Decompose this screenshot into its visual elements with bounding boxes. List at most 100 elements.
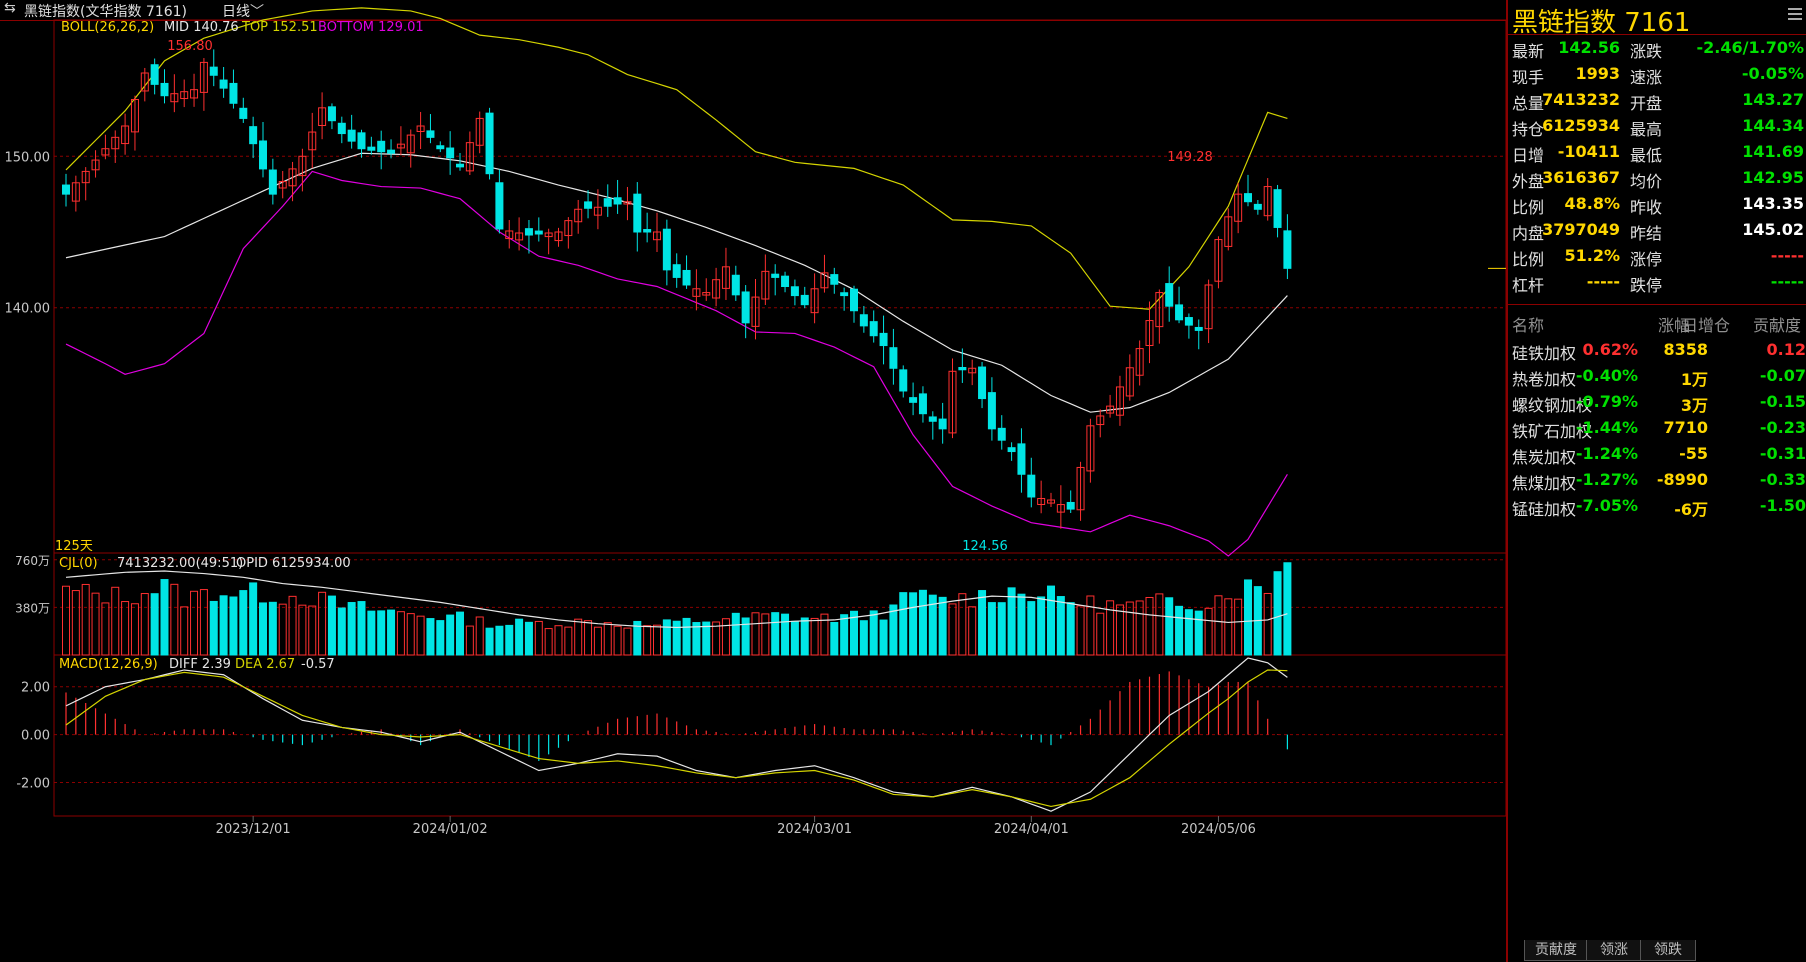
quote-right-9: 跌停 ----- (1626, 272, 1804, 298)
component-name: 铁矿石加权 (1512, 422, 1593, 441)
component-row[interactable]: 硅铁加权 0.62% 8358 0.12 (1508, 338, 1806, 364)
quote-label: 外盘 (1512, 172, 1545, 191)
volume-bar (800, 617, 809, 656)
component-row[interactable]: 锰硅加权 -7.05% -6万 -1.50 (1508, 494, 1806, 520)
component-row[interactable]: 铁矿石加权 -1.44% 7710 -0.23 (1508, 416, 1806, 442)
component-change: -7.05% (1575, 496, 1638, 515)
component-row[interactable]: 焦炭加权 -1.24% -55 -0.31 (1508, 442, 1806, 468)
chevron-down-icon: ﹀ (250, 4, 264, 20)
volume-bar (327, 595, 336, 656)
candle-body (436, 145, 445, 150)
menu-icon[interactable] (1788, 8, 1802, 22)
volume-bar (909, 592, 918, 656)
chart-title: 黑链指数(文华指数 7161) (24, 4, 188, 20)
candle-body (869, 321, 878, 337)
volume-bar (81, 583, 90, 656)
candle-body (1165, 283, 1174, 307)
volume-bar (1096, 612, 1105, 656)
candle-body (997, 427, 1006, 441)
candle-body (347, 129, 356, 142)
tab-contribution[interactable]: 贡献度 (1524, 940, 1588, 961)
candle-body (653, 231, 661, 241)
quote-0: 最新 142.56 (1508, 38, 1620, 64)
component-contrib: -0.07 (1759, 366, 1806, 385)
candle-body (150, 64, 159, 85)
component-name: 焦炭加权 (1512, 448, 1577, 467)
candle-body (968, 367, 977, 374)
volume-bar (180, 606, 189, 656)
quote-value: 142.95 (1742, 168, 1804, 187)
candle-body (771, 273, 780, 278)
volume-bar (406, 613, 415, 656)
candle-body (357, 132, 366, 150)
volume-bar (840, 614, 849, 656)
volume-bar (1234, 598, 1243, 656)
quote-right-0: 涨跌 -2.46/1.70% (1626, 38, 1804, 64)
quote-right-2: 开盘 143.27 (1626, 90, 1804, 116)
candle-body (751, 296, 760, 327)
candle-body (1263, 186, 1272, 217)
volume-bar (721, 618, 730, 656)
macd-diff-line (65, 657, 1288, 812)
volume-bar (1056, 596, 1065, 656)
volume-bar (731, 612, 740, 656)
component-row[interactable]: 热卷加权 -0.40% 1万 -0.07 (1508, 364, 1806, 390)
quote-4: 日增 -10411 (1508, 142, 1620, 168)
macd-tick-label: 2.00 (21, 681, 50, 696)
component-change: -0.79% (1575, 392, 1638, 411)
candle-body (682, 269, 691, 286)
candle-body (1037, 497, 1046, 505)
date-tick-label: 2024/04/01 (994, 822, 1069, 837)
candle-body (456, 163, 464, 168)
quote-right-7: 昨结 145.02 (1626, 220, 1804, 246)
candle-body (1273, 189, 1282, 228)
candle-body (71, 182, 80, 202)
component-row[interactable]: 螺纹钢加权 -0.79% 3万 -0.15 (1508, 390, 1806, 416)
volume-bar (1165, 597, 1174, 656)
period-selector[interactable]: 日线﹀ (222, 1, 264, 21)
candle-body (800, 294, 809, 306)
volume-bar (544, 628, 553, 656)
col-position: 日增仓 (1682, 316, 1731, 335)
volume-bar (682, 617, 691, 656)
component-contrib: -0.33 (1759, 470, 1806, 489)
days-label: 125天 (55, 539, 93, 554)
volume-bar (130, 603, 139, 656)
kline-chart[interactable]: 150.00 140.00 BOLL(26,26,2) MID 140.76 TOP 1… (0, 0, 1506, 962)
volume-bar (869, 610, 878, 656)
tab-leaders-down[interactable]: 领跌 (1640, 940, 1696, 961)
volume-bar (968, 606, 977, 656)
quote-5: 外盘 3616367 (1508, 168, 1620, 194)
candle-body (495, 182, 504, 230)
quote-value: 143.27 (1742, 90, 1804, 109)
quote-right-4: 最低 141.69 (1626, 142, 1804, 168)
candle-body (909, 397, 918, 403)
candle-body (958, 366, 967, 371)
candle-body (1125, 367, 1134, 397)
quote-right-5: 均价 142.95 (1626, 168, 1804, 194)
component-change: -1.44% (1575, 418, 1638, 437)
candle-body (1007, 447, 1016, 453)
candle-body (278, 181, 287, 189)
candle-body (830, 274, 839, 285)
candle-body (1204, 284, 1213, 330)
candle-body (702, 292, 711, 296)
component-row[interactable]: 焦煤加权 -1.27% -8990 -0.33 (1508, 468, 1806, 494)
volume-bar (653, 624, 661, 656)
tab-leaders-up[interactable]: 领涨 (1586, 940, 1642, 961)
component-change: -1.27% (1575, 470, 1638, 489)
arrows-icon[interactable]: ⇆ (4, 0, 16, 16)
quote-value: 141.69 (1742, 142, 1804, 161)
volume-bar (475, 616, 484, 656)
volume-bar (259, 602, 267, 656)
component-change: 0.62% (1582, 340, 1638, 359)
quote-6: 比例 48.8% (1508, 194, 1620, 220)
macd-dea-line (65, 669, 1288, 808)
volume-bar (199, 589, 208, 656)
candle-body (662, 228, 671, 271)
candle-body (1056, 504, 1065, 513)
candle-body (584, 201, 593, 209)
boll-legend-mid: MID 140.76 (164, 20, 239, 35)
volume-bar (830, 621, 839, 656)
candle-body (298, 155, 307, 177)
